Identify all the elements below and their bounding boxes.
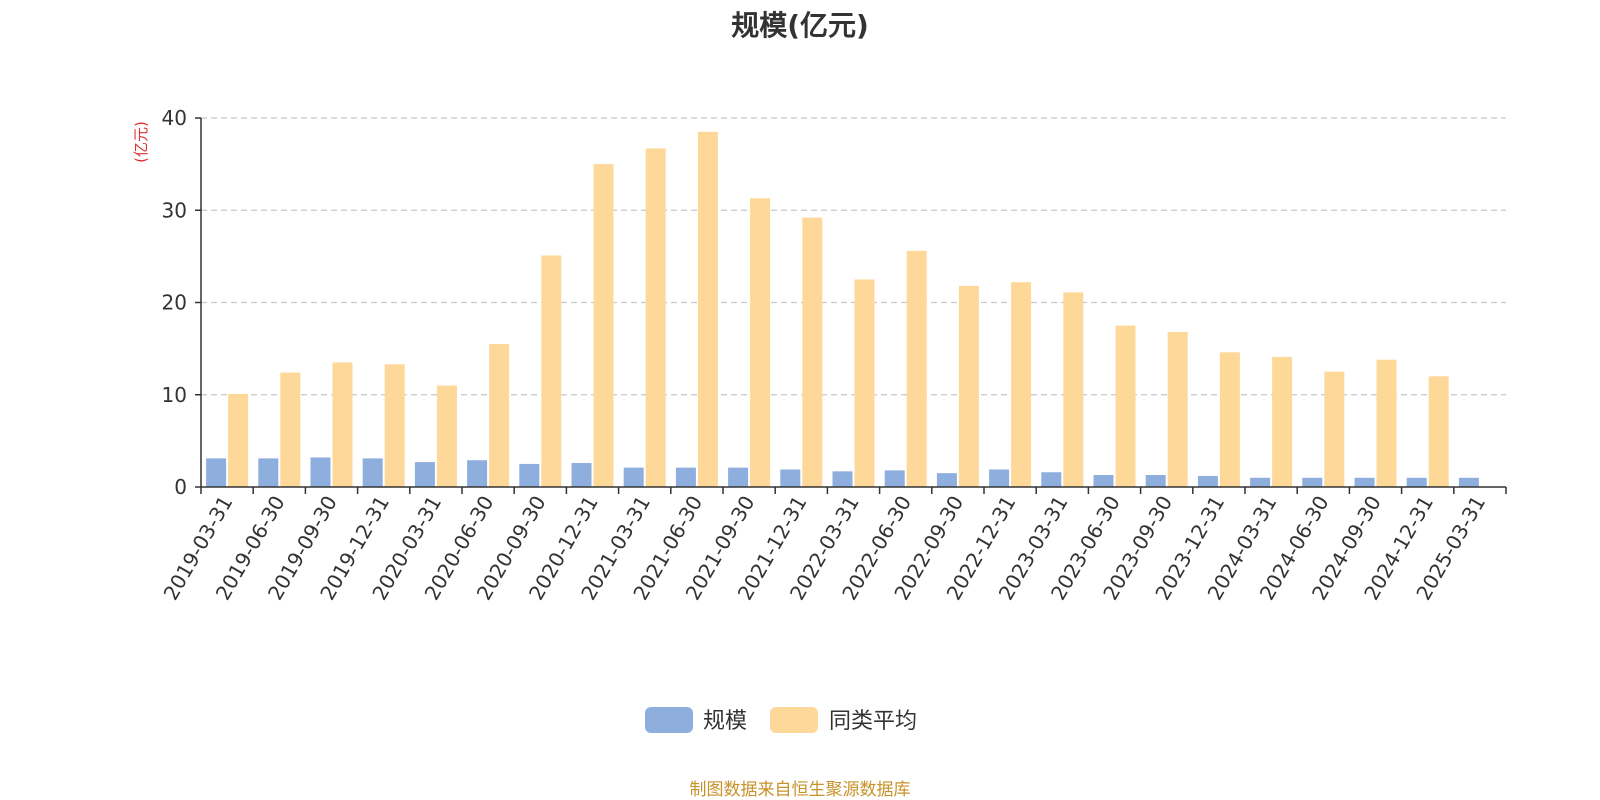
legend-swatch-fund-size[interactable]	[645, 707, 693, 733]
bar-fund-size[interactable]	[467, 460, 488, 487]
y-axis-title: (亿元)	[132, 121, 150, 163]
bar-fund-size[interactable]	[571, 463, 592, 487]
bar-fund-size[interactable]	[1250, 477, 1271, 487]
bar-fund-size[interactable]	[1302, 477, 1323, 487]
bar-fund-size[interactable]	[675, 467, 696, 487]
bar-peer-average[interactable]	[697, 131, 718, 487]
bar-fund-size[interactable]	[989, 469, 1010, 487]
bar-peer-average[interactable]	[1428, 376, 1449, 487]
bar-peer-average[interactable]	[436, 385, 457, 487]
bar-peer-average[interactable]	[228, 393, 249, 487]
bar-fund-size[interactable]	[1458, 477, 1479, 487]
bar-peer-average[interactable]	[593, 164, 614, 487]
bar-fund-size[interactable]	[1093, 475, 1114, 487]
bars	[206, 131, 1479, 487]
bar-peer-average[interactable]	[854, 279, 875, 487]
legend: 规模 同类平均	[645, 707, 917, 734]
bar-fund-size[interactable]	[832, 471, 853, 487]
y-tick-label: 0	[174, 475, 187, 499]
bar-peer-average[interactable]	[906, 250, 927, 487]
bar-peer-average[interactable]	[384, 364, 405, 487]
bar-fund-size[interactable]	[728, 467, 749, 487]
bar-chart: 010203040(亿元)2019-03-312019-06-302019-09…	[132, 106, 1507, 734]
y-tick-label: 20	[162, 291, 187, 315]
y-tick-label: 40	[162, 106, 187, 130]
bar-peer-average[interactable]	[1376, 359, 1397, 487]
bar-peer-average[interactable]	[750, 198, 771, 487]
bar-peer-average[interactable]	[489, 344, 510, 487]
bar-fund-size[interactable]	[623, 467, 644, 487]
bar-peer-average[interactable]	[332, 362, 353, 487]
bar-fund-size[interactable]	[206, 458, 227, 487]
chart-title: 规模(亿元)	[731, 9, 869, 42]
legend-label-fund-size[interactable]: 规模	[703, 709, 747, 734]
source-note: 制图数据来自恒生聚源数据库	[689, 780, 911, 800]
bar-peer-average[interactable]	[280, 372, 301, 487]
bar-fund-size[interactable]	[258, 458, 279, 487]
bar-peer-average[interactable]	[1219, 352, 1240, 487]
y-tick-label: 30	[162, 198, 187, 222]
axes	[195, 117, 1507, 494]
legend-label-peer-average[interactable]: 同类平均	[829, 709, 917, 734]
bar-peer-average[interactable]	[1272, 356, 1293, 487]
bar-peer-average[interactable]	[1011, 282, 1032, 487]
bar-fund-size[interactable]	[1041, 472, 1062, 487]
bar-peer-average[interactable]	[1167, 332, 1188, 487]
y-tick-label: 10	[162, 383, 187, 407]
grid-lines	[201, 117, 1506, 396]
bar-fund-size[interactable]	[362, 458, 383, 487]
bar-fund-size[interactable]	[780, 469, 801, 487]
legend-swatch-peer-average[interactable]	[770, 707, 818, 733]
bar-peer-average[interactable]	[1063, 292, 1084, 487]
bar-fund-size[interactable]	[519, 463, 540, 487]
bar-peer-average[interactable]	[1324, 371, 1345, 487]
bar-fund-size[interactable]	[1406, 477, 1427, 487]
bar-fund-size[interactable]	[884, 470, 905, 487]
bar-fund-size[interactable]	[1197, 475, 1218, 487]
bar-peer-average[interactable]	[541, 255, 562, 487]
bar-peer-average[interactable]	[958, 285, 979, 487]
bar-fund-size[interactable]	[1354, 477, 1375, 487]
bar-fund-size[interactable]	[414, 462, 435, 487]
bar-peer-average[interactable]	[802, 217, 823, 487]
bar-fund-size[interactable]	[1145, 475, 1166, 487]
bar-peer-average[interactable]	[645, 148, 666, 487]
bar-fund-size[interactable]	[936, 473, 957, 487]
bar-fund-size[interactable]	[310, 457, 331, 487]
bar-peer-average[interactable]	[1115, 325, 1136, 487]
